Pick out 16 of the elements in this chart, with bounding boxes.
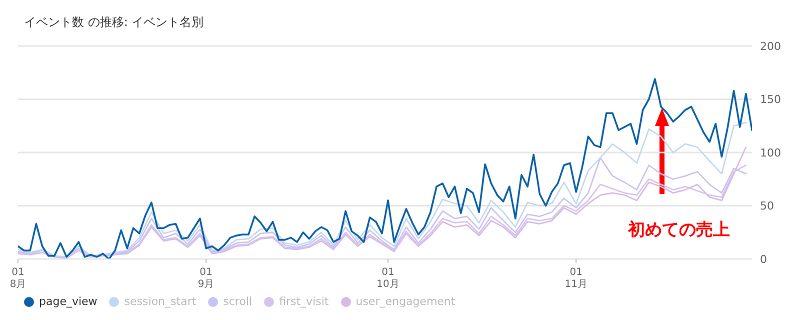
- annotation: 初めての売上: [628, 219, 730, 241]
- x-tick-label: 01 11月: [564, 267, 588, 290]
- legend-label: page_view: [38, 295, 98, 308]
- y-tick-label: 200: [760, 40, 781, 53]
- y-tick-label: 50: [760, 200, 774, 213]
- x-tick-label: 01 9月: [198, 267, 214, 290]
- legend-label: scroll: [222, 295, 252, 308]
- y-tick-label: 150: [760, 93, 781, 106]
- legend-label: user_engagement: [354, 295, 456, 308]
- x-tick-label: 01 10月: [376, 267, 400, 290]
- legend-label: session_start: [123, 295, 196, 308]
- legend-label: first_visit: [278, 295, 329, 308]
- y-tick-label: 100: [760, 146, 781, 160]
- chart-title: イベント数 の推移: イベント名別: [23, 14, 205, 31]
- y-tick-label: 0: [760, 252, 767, 266]
- x-tick-label: 01 8月: [10, 267, 26, 290]
